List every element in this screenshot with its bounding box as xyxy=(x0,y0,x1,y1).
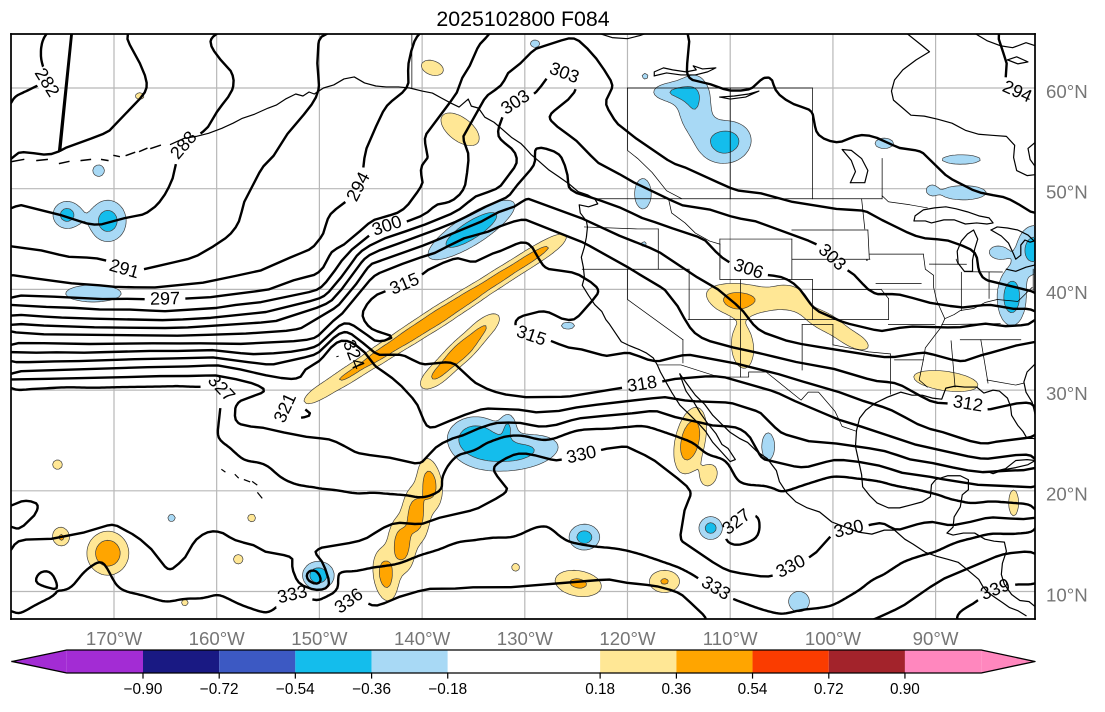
svg-text:110°W: 110°W xyxy=(703,628,758,649)
svg-text:0.72: 0.72 xyxy=(814,681,844,698)
svg-text:90°W: 90°W xyxy=(913,628,959,649)
svg-text:2025102800 F084: 2025102800 F084 xyxy=(436,7,609,31)
svg-text:0.36: 0.36 xyxy=(661,681,691,698)
svg-text:10°N: 10°N xyxy=(1046,584,1088,605)
svg-text:318: 318 xyxy=(626,372,659,396)
svg-text:140°W: 140°W xyxy=(394,628,451,649)
svg-text:0.54: 0.54 xyxy=(738,681,768,698)
svg-text:160°W: 160°W xyxy=(189,628,246,649)
svg-text:312: 312 xyxy=(952,391,985,415)
svg-text:297: 297 xyxy=(150,288,180,309)
svg-text:20°N: 20°N xyxy=(1046,484,1088,505)
svg-text:120°W: 120°W xyxy=(599,628,656,649)
svg-text:30°N: 30°N xyxy=(1046,383,1088,404)
svg-text:−0.36: −0.36 xyxy=(352,681,391,698)
svg-text:−0.54: −0.54 xyxy=(276,681,315,698)
svg-text:40°N: 40°N xyxy=(1046,282,1088,303)
svg-text:−0.72: −0.72 xyxy=(200,681,239,698)
svg-text:130°W: 130°W xyxy=(497,628,554,649)
svg-text:0.90: 0.90 xyxy=(890,681,920,698)
svg-text:0.18: 0.18 xyxy=(585,681,615,698)
svg-text:−0.90: −0.90 xyxy=(124,681,163,698)
svg-text:60°N: 60°N xyxy=(1046,81,1088,102)
svg-text:170°W: 170°W xyxy=(86,628,143,649)
svg-text:150°W: 150°W xyxy=(291,628,348,649)
svg-text:50°N: 50°N xyxy=(1046,182,1088,203)
svg-text:−0.18: −0.18 xyxy=(428,681,467,698)
svg-text:100°W: 100°W xyxy=(805,628,862,649)
